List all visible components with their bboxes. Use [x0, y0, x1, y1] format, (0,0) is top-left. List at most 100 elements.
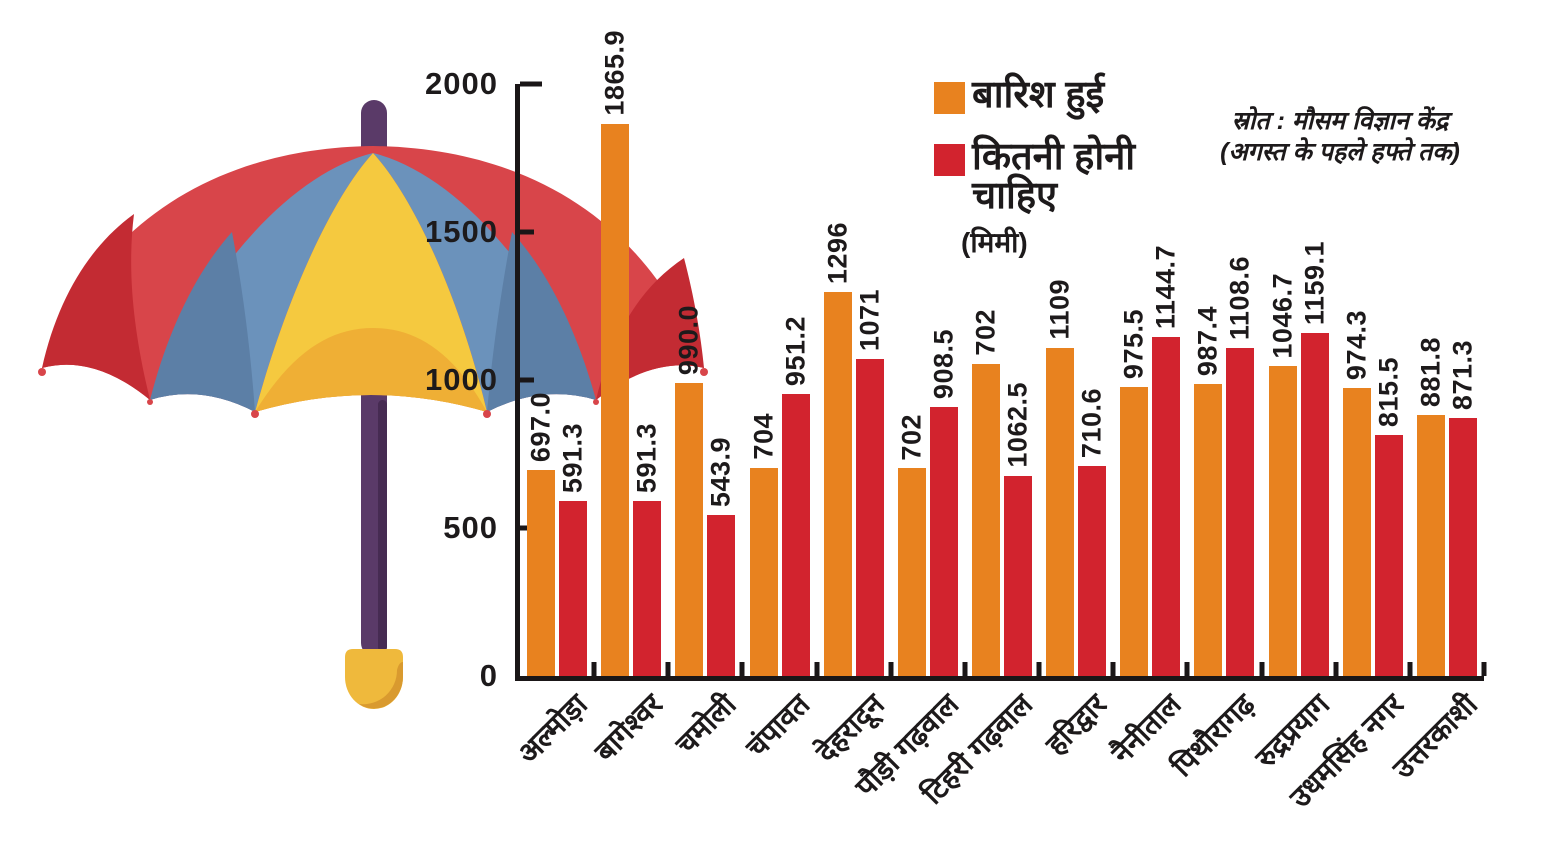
bar-value-label: 702: [896, 413, 927, 461]
bar-group-11: 1046.7 1159.1 रुद्रप्रयाग: [1250, 84, 1336, 775]
legend-item-expected: कितनी होनी चाहिए: [934, 135, 1187, 218]
bar-expected-6: 908.5: [928, 329, 958, 676]
bar-value-label: 1071: [854, 288, 885, 351]
bar-group-10: 987.4 1108.6 पिथौरागढ़: [1167, 84, 1262, 784]
bar-actual-2: 1865.9: [600, 30, 630, 676]
y-axis-tick-label: 500: [443, 510, 498, 545]
umbrella-handle-shade: [359, 662, 403, 709]
bar-value-label: 987.4: [1192, 305, 1223, 376]
plot-area: 0 500 1000 1500 2000 697.0 591.3 अल्मोड़ा 1865.9…: [425, 30, 1487, 815]
x-axis-tick-mark: [591, 662, 597, 676]
bar-value-label: 702: [970, 309, 1001, 356]
x-axis-tick-mark: [1036, 662, 1042, 676]
y-axis-tick-label: 2000: [425, 66, 498, 101]
x-axis-tick-mark: [665, 662, 671, 676]
bar-value-label: 591.3: [631, 422, 662, 493]
bar-group-8: 1109 710.6 हरिद्वार: [1039, 84, 1114, 761]
bar-actual-1: 697.0: [526, 392, 556, 676]
legend-swatch-orange: [934, 82, 965, 114]
bar-actual-4: 704: [748, 413, 778, 676]
x-axis-category-label: पिथौरागढ़: [1166, 688, 1262, 784]
bar-group-5: 1296 1071 देहरादून: [811, 84, 891, 769]
x-axis-category-label: हरिद्वार: [1040, 688, 1114, 762]
umbrella-canopy-red-shade-left: [42, 214, 150, 400]
y-axis-tick-mark: [520, 81, 542, 87]
umbrella-rib-tip-icon: [700, 368, 708, 376]
legend-label: बारिश हुई: [972, 74, 1105, 116]
bar-actual-13: 881.8: [1415, 337, 1445, 676]
legend-unit-label: (मिमी): [961, 226, 1028, 258]
y-axis-tick-mark: [520, 229, 534, 235]
bar-expected-12: 815.5: [1373, 357, 1403, 676]
bar-value-label: 951.2: [780, 316, 811, 387]
umbrella-canopy-blue-shade-right: [487, 232, 596, 412]
x-axis-tick-mark: [814, 662, 820, 676]
x-axis-tick-mark: [1407, 662, 1413, 676]
bar-value-label: 975.5: [1118, 309, 1149, 380]
y-axis-tick-label: 0: [479, 658, 498, 693]
legend-item-actual: बारिश हुई: [934, 74, 1187, 116]
bar-actual-12: 974.3: [1341, 310, 1371, 676]
bar-value-label: 697.0: [525, 391, 556, 462]
x-axis-tick-mark: [1110, 662, 1116, 676]
bar-expected-5: 1071: [854, 289, 884, 676]
umbrella-canopy-yellow-shade: [255, 328, 487, 412]
y-axis-tick-label: 1500: [425, 214, 498, 249]
bar-expected-13: 871.3: [1447, 340, 1477, 676]
legend-swatch-red: [934, 143, 965, 176]
bar-expected-8: 710.6: [1077, 388, 1107, 676]
bar-group-7: 702 1062.5 टिहरी गढ़वाल: [917, 84, 1039, 811]
bar-group-13: 881.8 871.3 उत्तरकाशी: [1387, 84, 1484, 785]
bar-actual-5: 1296: [822, 222, 852, 676]
bar-value-label: 1865.9: [599, 30, 630, 116]
y-axis-tick-mark: [520, 377, 534, 383]
bar-actual-3: 990.0: [674, 305, 704, 676]
bar-expected-2: 591.3: [632, 423, 662, 676]
bar-value-label: 871.3: [1447, 340, 1478, 411]
bar-expected-1: 591.3: [558, 423, 588, 676]
bar-value-label: 1109: [1044, 279, 1075, 340]
bar-actual-10: 987.4: [1193, 306, 1223, 676]
bar-expected-7: 1062.5: [1003, 382, 1033, 676]
bar-expected-9: 1144.7: [1151, 245, 1181, 676]
umbrella-rib-tip-icon: [251, 410, 259, 418]
legend-label: कितनी होनी चाहिए: [972, 135, 1136, 218]
umbrella-canopy-blue-shade-left: [150, 232, 255, 412]
x-axis-tick-mark: [962, 662, 968, 676]
bar-value-label: 881.8: [1415, 336, 1446, 407]
legend: बारिश हुई कितनी होनी चाहिए (मिमी): [934, 74, 1187, 261]
x-axis-tick-mark: [1184, 662, 1190, 676]
bar-actual-6: 702: [896, 414, 926, 676]
bar-group-1: 697.0 591.3 अल्मोड़ा: [512, 84, 594, 771]
bar-value-label: 543.9: [705, 436, 736, 507]
umbrella-rib-tip-icon: [483, 410, 491, 418]
x-axis-tick-mark: [888, 662, 894, 676]
x-axis-category-label: बागेश्वर: [588, 688, 669, 769]
x-axis-tick-mark: [739, 662, 745, 676]
bar-group-4: 704 951.2 चंपावत: [741, 84, 817, 764]
bar-value-label: 1062.5: [1002, 382, 1033, 468]
x-axis-category-label: अल्मोड़ा: [512, 688, 595, 771]
bar-expected-3: 543.9: [706, 437, 736, 676]
bar-group-12: 974.3 815.5 उधमसिंह नगर: [1284, 84, 1410, 815]
bar-expected-11: 1159.1: [1299, 241, 1329, 676]
bar-value-label: 704: [748, 413, 779, 460]
bar-value-label: 1159.1: [1299, 240, 1330, 325]
bar-group-9: 975.5 1144.7 नैनीताल: [1106, 84, 1188, 770]
y-axis-line: [515, 84, 520, 681]
bar-actual-8: 1109: [1045, 279, 1075, 676]
bar-actual-7: 702: [971, 309, 1001, 676]
umbrella-rib-tip-icon: [593, 399, 599, 405]
x-axis-tick-mark: [1333, 662, 1339, 676]
bar-groups: 697.0 591.3 अल्मोड़ा 1865.9 591.3 बागेश्वर 990…: [512, 30, 1484, 815]
y-axis-tick-mark: [520, 525, 534, 531]
bar-value-label: 591.3: [557, 422, 588, 493]
umbrella-rib-tip-icon: [38, 368, 46, 376]
y-axis-tick-label: 1000: [425, 362, 498, 397]
bar-group-3: 990.0 543.9 चमोली: [668, 84, 742, 761]
bar-value-label: 990.0: [673, 304, 704, 375]
source-line-2: (अगस्त के पहले हफ्ते तक): [1220, 137, 1460, 166]
bar-expected-10: 1108.6: [1225, 256, 1255, 676]
